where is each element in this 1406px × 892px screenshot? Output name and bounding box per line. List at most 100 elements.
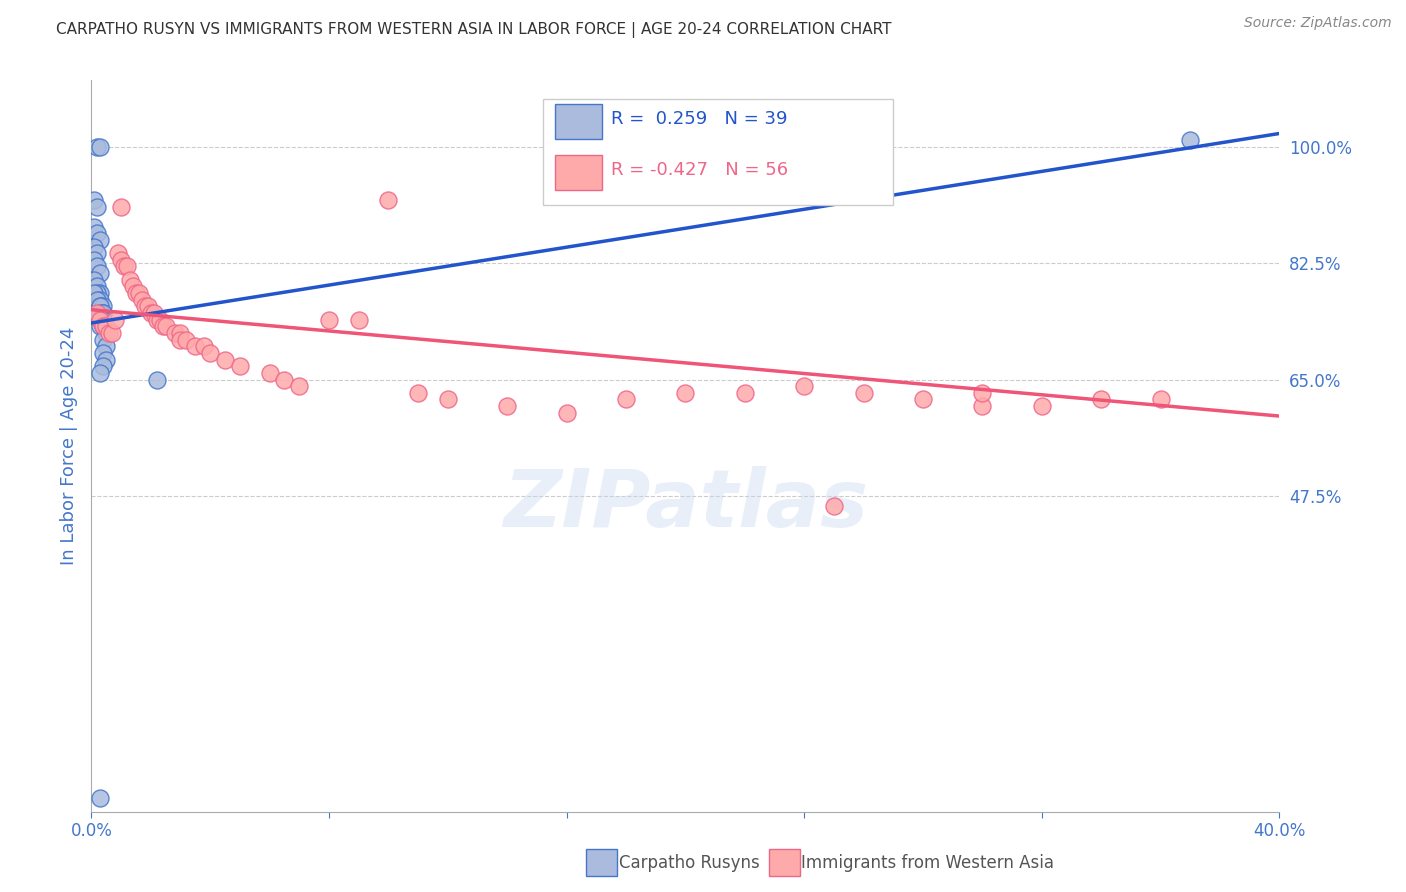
- Point: [110, 252, 132, 267]
- Point: [91, 319, 114, 334]
- Point: [142, 306, 165, 320]
- Point: [496, 399, 519, 413]
- Point: [793, 379, 815, 393]
- Point: [136, 299, 159, 313]
- Point: [1180, 133, 1202, 147]
- Point: [91, 333, 114, 347]
- Point: [128, 286, 150, 301]
- Point: [104, 312, 127, 326]
- Point: [83, 286, 105, 301]
- Point: [83, 273, 105, 287]
- Point: [89, 140, 111, 154]
- Point: [89, 306, 111, 320]
- Point: [614, 392, 637, 407]
- Text: ZIPatlas: ZIPatlas: [503, 466, 868, 543]
- Point: [347, 312, 370, 326]
- Point: [91, 312, 114, 326]
- Point: [288, 379, 311, 393]
- Point: [125, 286, 148, 301]
- Point: [89, 286, 111, 301]
- Point: [83, 193, 105, 207]
- FancyBboxPatch shape: [543, 99, 893, 204]
- Point: [86, 200, 108, 214]
- Point: [1031, 399, 1053, 413]
- Point: [86, 226, 108, 240]
- Point: [96, 319, 118, 334]
- Point: [318, 312, 340, 326]
- Point: [176, 333, 198, 347]
- Point: [91, 306, 114, 320]
- Point: [134, 299, 156, 313]
- Point: [214, 352, 236, 367]
- Text: Immigrants from Western Asia: Immigrants from Western Asia: [801, 855, 1054, 872]
- Point: [86, 286, 108, 301]
- Text: R = -0.427   N = 56: R = -0.427 N = 56: [610, 161, 787, 178]
- Point: [91, 359, 114, 374]
- Point: [91, 346, 114, 360]
- Point: [149, 312, 172, 326]
- Point: [145, 372, 167, 386]
- Point: [273, 372, 295, 386]
- Point: [83, 252, 105, 267]
- Point: [377, 193, 399, 207]
- Point: [96, 352, 118, 367]
- Point: [86, 306, 108, 320]
- Point: [118, 273, 141, 287]
- Point: [86, 293, 108, 307]
- Point: [86, 279, 108, 293]
- Point: [139, 306, 162, 320]
- Point: [972, 385, 994, 400]
- Point: [89, 319, 111, 334]
- Point: [145, 312, 167, 326]
- Point: [89, 791, 111, 805]
- Point: [86, 260, 108, 274]
- Point: [972, 399, 994, 413]
- Point: [200, 346, 222, 360]
- Point: [229, 359, 252, 374]
- Point: [89, 233, 111, 247]
- Point: [1149, 392, 1171, 407]
- Point: [155, 319, 177, 334]
- Point: [89, 312, 111, 326]
- Point: [184, 339, 207, 353]
- Point: [406, 385, 429, 400]
- Point: [169, 326, 191, 340]
- Point: [89, 312, 111, 326]
- Point: [131, 293, 153, 307]
- Point: [83, 239, 105, 253]
- Point: [122, 279, 145, 293]
- Point: [110, 200, 132, 214]
- Point: [673, 385, 696, 400]
- Point: [96, 326, 118, 340]
- Point: [259, 366, 281, 380]
- Point: [823, 499, 845, 513]
- FancyBboxPatch shape: [555, 103, 602, 139]
- Point: [91, 319, 114, 334]
- Point: [89, 299, 111, 313]
- Point: [436, 392, 458, 407]
- Point: [112, 260, 135, 274]
- Text: Source: ZipAtlas.com: Source: ZipAtlas.com: [1244, 16, 1392, 30]
- Point: [89, 299, 111, 313]
- Point: [101, 326, 124, 340]
- Point: [107, 246, 129, 260]
- Point: [169, 333, 191, 347]
- Point: [91, 299, 114, 313]
- Point: [911, 392, 934, 407]
- Point: [89, 266, 111, 280]
- Point: [86, 140, 108, 154]
- Point: [152, 319, 174, 334]
- Point: [86, 246, 108, 260]
- Text: Carpatho Rusyns: Carpatho Rusyns: [619, 855, 759, 872]
- Point: [734, 385, 756, 400]
- Point: [96, 339, 118, 353]
- FancyBboxPatch shape: [555, 155, 602, 190]
- Text: CARPATHO RUSYN VS IMMIGRANTS FROM WESTERN ASIA IN LABOR FORCE | AGE 20-24 CORREL: CARPATHO RUSYN VS IMMIGRANTS FROM WESTER…: [56, 22, 891, 38]
- Point: [163, 326, 186, 340]
- Point: [1090, 392, 1112, 407]
- Y-axis label: In Labor Force | Age 20-24: In Labor Force | Age 20-24: [59, 326, 77, 566]
- Text: R =  0.259   N = 39: R = 0.259 N = 39: [610, 110, 787, 128]
- Point: [555, 406, 578, 420]
- Point: [89, 293, 111, 307]
- Point: [89, 366, 111, 380]
